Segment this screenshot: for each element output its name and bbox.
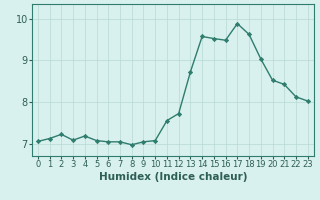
X-axis label: Humidex (Indice chaleur): Humidex (Indice chaleur) xyxy=(99,172,247,182)
